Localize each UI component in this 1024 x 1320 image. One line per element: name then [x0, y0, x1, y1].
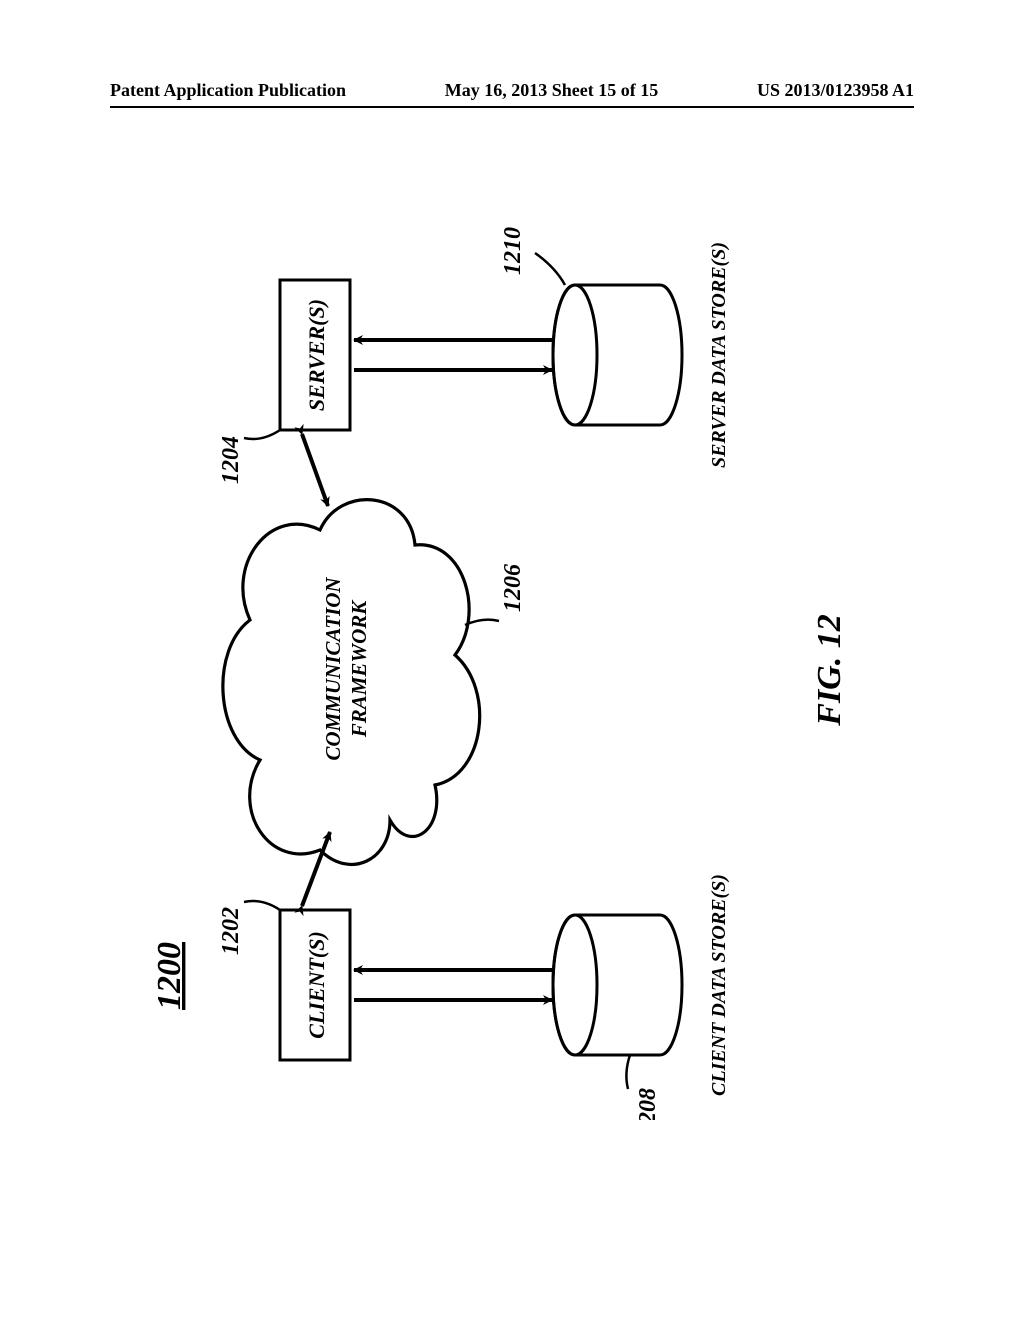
- header-center: May 16, 2013 Sheet 15 of 15: [445, 80, 658, 101]
- server-datastore-label: SERVER DATA STORE(S): [708, 242, 730, 468]
- edge-server-cloud: [302, 434, 328, 506]
- client-box: CLIENT(S) 1202: [218, 901, 350, 1060]
- client-datastore: CLIENT DATA STORE(S) 1208: [553, 874, 730, 1120]
- client-datastore-label: CLIENT DATA STORE(S): [708, 874, 730, 1096]
- server-datastore: SERVER DATA STORE(S) 1210: [500, 227, 730, 468]
- header-rule: [110, 106, 914, 108]
- client-datastore-ref: 1208: [635, 1088, 661, 1120]
- server-datastore-ref: 1210: [500, 227, 526, 275]
- figure-svg: 1200 CLIENT(S) 1202 SERVER(S) 1204 COMMU…: [120, 220, 910, 1120]
- cloud-label-1: COMMUNICATION: [321, 577, 345, 761]
- client-box-ref: 1202: [218, 907, 244, 955]
- header-left: Patent Application Publication: [110, 80, 346, 101]
- figure-number: 1200: [151, 942, 188, 1010]
- server-box-ref: 1204: [218, 436, 244, 484]
- server-box: SERVER(S) 1204: [218, 280, 350, 484]
- diagram-wrapper: 1200 CLIENT(S) 1202 SERVER(S) 1204 COMMU…: [120, 220, 910, 1120]
- figure-caption: FIG. 12: [811, 614, 848, 726]
- cloud-ref: 1206: [500, 564, 526, 612]
- edge-client-cloud: [302, 832, 330, 906]
- page-header: Patent Application Publication May 16, 2…: [0, 80, 1024, 101]
- server-box-label: SERVER(S): [304, 299, 329, 411]
- client-box-label: CLIENT(S): [304, 931, 329, 1039]
- cloud-label-2: FRAMEWORK: [347, 599, 371, 739]
- cloud: COMMUNICATION FRAMEWORK 1206: [223, 500, 526, 865]
- header-right: US 2013/0123958 A1: [757, 80, 914, 101]
